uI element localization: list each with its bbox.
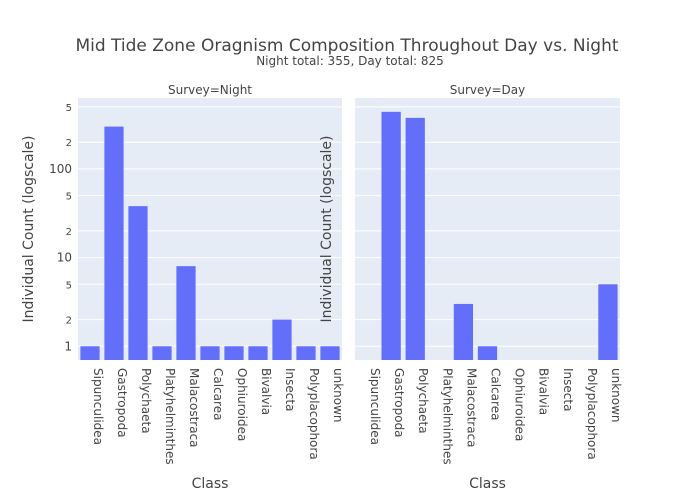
facet-label: Survey=Day — [450, 83, 526, 97]
bar — [176, 266, 196, 360]
y-tick-label: 2 — [66, 227, 72, 238]
x-axis-title: Class — [192, 476, 229, 492]
y-tick-label: 5 — [66, 280, 72, 291]
bar — [248, 346, 268, 360]
y-tick-label: 2 — [66, 138, 72, 149]
x-tick-label: Ophiuroidea — [513, 368, 527, 441]
bar — [80, 346, 100, 360]
x-tick-label: Polychaeta — [416, 368, 430, 434]
bar — [381, 111, 401, 360]
y-tick-label: 100 — [49, 162, 72, 176]
x-tick-label: Calcarea — [211, 368, 225, 420]
bar — [104, 126, 124, 360]
chart-subtitle: Night total: 355, Day total: 825 — [256, 54, 444, 68]
y-tick-label: 5 — [66, 103, 72, 114]
bar — [224, 346, 244, 360]
bar — [128, 206, 148, 360]
x-tick-label: Malacostraca — [464, 368, 478, 448]
x-tick-label: Gastropoda — [392, 368, 406, 438]
x-tick-label: Malacostraca — [187, 368, 201, 448]
y-tick-label: 2 — [66, 316, 72, 327]
x-tick-label: Ophiuroidea — [235, 368, 249, 441]
facet-label: Survey=Night — [168, 83, 252, 97]
bar — [200, 346, 220, 360]
x-axis-title: Class — [469, 476, 506, 492]
bar — [598, 284, 618, 360]
bar — [152, 346, 172, 360]
x-tick-label: Polyplacophora — [307, 368, 321, 460]
x-tick-label: Platyhelminthes — [163, 368, 177, 465]
x-tick-label: Calcarea — [489, 368, 503, 420]
y-tick-label: 1 — [64, 339, 72, 353]
chart-title: Mid Tide Zone Oragnism Composition Throu… — [75, 36, 618, 56]
x-tick-label: unknown — [331, 368, 345, 423]
x-tick-label: Sipunculidea — [368, 368, 382, 445]
y-axis-title: Individual Count (logscale) — [319, 136, 335, 323]
y-tick-label: 10 — [57, 251, 72, 265]
y-tick-label: 5 — [66, 192, 72, 203]
x-tick-label: Insecta — [561, 368, 575, 411]
y-axis-title: Individual Count (logscale) — [21, 136, 37, 323]
x-tick-label: Polyplacophora — [585, 368, 599, 460]
x-tick-label: Sipunculidea — [91, 368, 105, 445]
x-tick-label: Gastropoda — [115, 368, 129, 438]
x-tick-label: Bivalvia — [259, 368, 273, 415]
bar — [453, 303, 474, 360]
x-tick-label: Polychaeta — [139, 368, 153, 434]
bar — [320, 346, 340, 360]
bar — [296, 346, 316, 360]
bar — [272, 319, 292, 360]
x-tick-label: Bivalvia — [537, 368, 551, 415]
x-tick-label: Platyhelminthes — [440, 368, 454, 465]
x-tick-label: Insecta — [283, 368, 297, 411]
bar — [477, 346, 498, 360]
bar — [405, 117, 425, 360]
x-tick-label: unknown — [609, 368, 623, 423]
